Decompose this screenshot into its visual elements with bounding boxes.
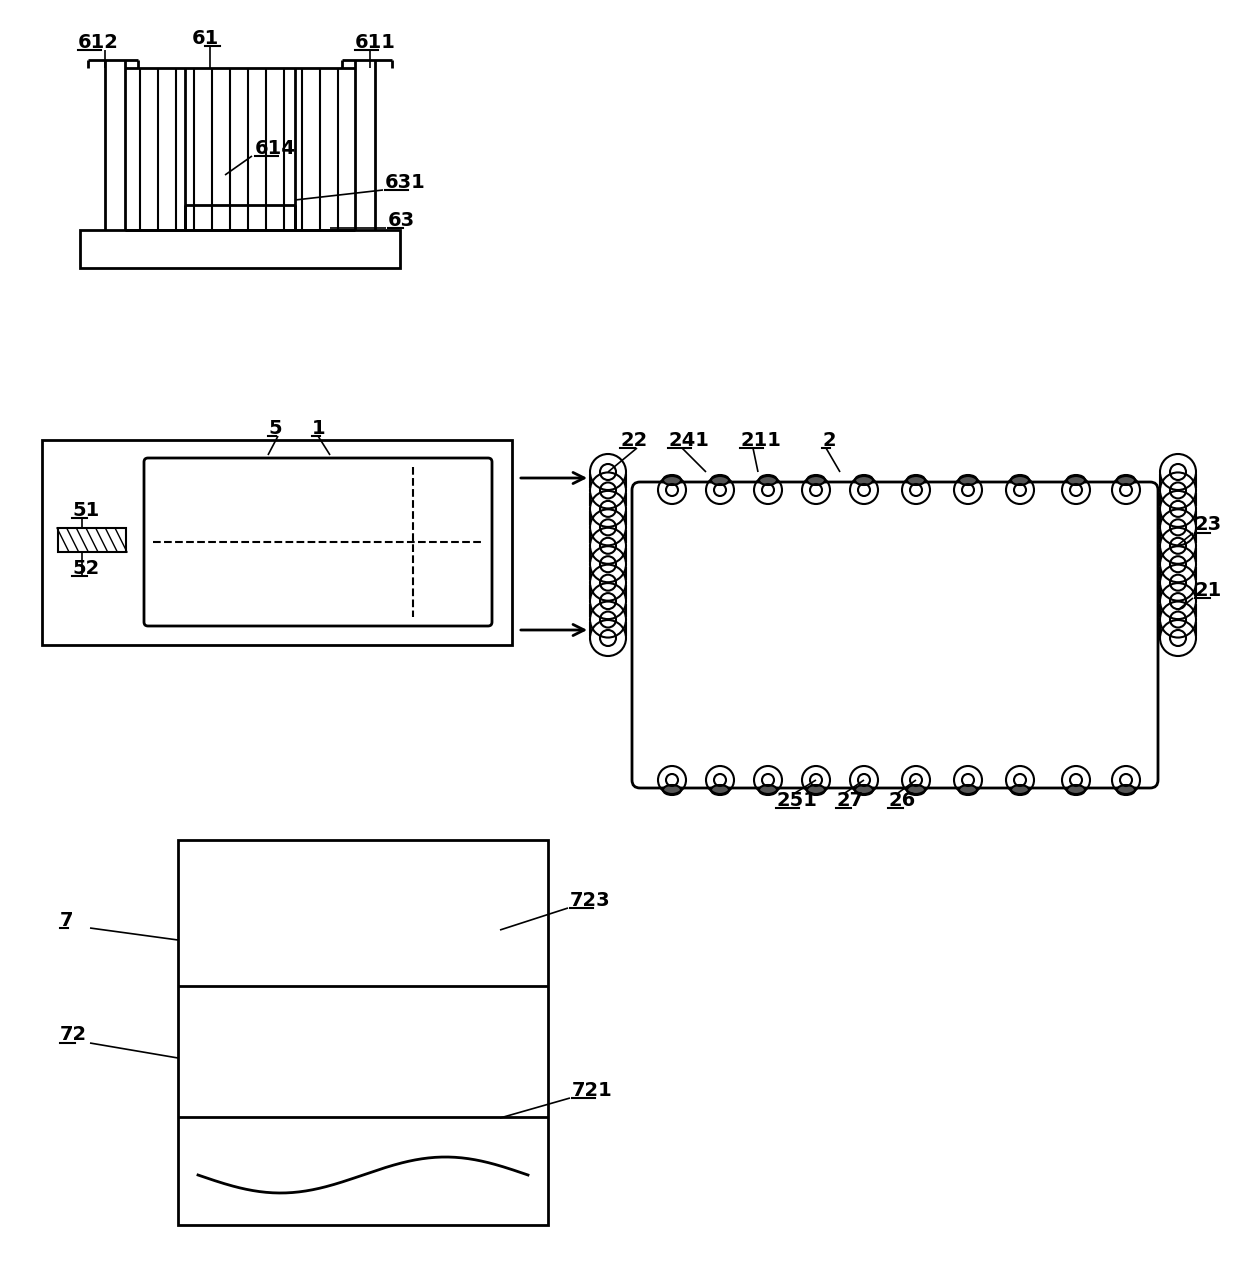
Ellipse shape — [906, 475, 925, 485]
Text: 63: 63 — [388, 210, 415, 229]
Bar — [179, 840, 548, 1225]
Text: 26: 26 — [888, 791, 915, 810]
Text: 5: 5 — [268, 418, 281, 437]
Text: 23: 23 — [1195, 516, 1223, 535]
Ellipse shape — [856, 786, 873, 794]
Ellipse shape — [1011, 475, 1029, 485]
Bar — [42, 440, 512, 645]
Text: 612: 612 — [78, 33, 119, 52]
Ellipse shape — [1066, 475, 1085, 485]
Text: 721: 721 — [572, 1081, 613, 1100]
Ellipse shape — [1011, 786, 1029, 794]
Ellipse shape — [807, 786, 825, 794]
Ellipse shape — [759, 786, 777, 794]
Text: 631: 631 — [384, 172, 425, 191]
Ellipse shape — [759, 475, 777, 485]
Ellipse shape — [663, 786, 681, 794]
Text: 61: 61 — [191, 28, 218, 47]
Text: 22: 22 — [620, 431, 647, 450]
Bar — [58, 528, 126, 552]
Text: 21: 21 — [1195, 580, 1223, 599]
Ellipse shape — [711, 475, 729, 485]
Text: 1: 1 — [312, 418, 326, 437]
Ellipse shape — [807, 475, 825, 485]
Ellipse shape — [959, 786, 977, 794]
Ellipse shape — [856, 475, 873, 485]
Text: 211: 211 — [740, 431, 781, 450]
Text: 2: 2 — [822, 431, 836, 450]
Text: 27: 27 — [836, 791, 863, 810]
Ellipse shape — [1117, 786, 1135, 794]
Ellipse shape — [663, 475, 681, 485]
Text: 7: 7 — [60, 911, 73, 930]
Ellipse shape — [959, 475, 977, 485]
Ellipse shape — [1066, 786, 1085, 794]
Ellipse shape — [711, 786, 729, 794]
Text: 241: 241 — [668, 431, 709, 450]
Ellipse shape — [906, 786, 925, 794]
Bar — [81, 231, 401, 269]
Text: 51: 51 — [72, 500, 99, 519]
Text: 723: 723 — [570, 891, 610, 910]
Text: 72: 72 — [60, 1025, 87, 1044]
Text: 251: 251 — [776, 791, 817, 810]
Text: 611: 611 — [355, 33, 396, 52]
Ellipse shape — [1117, 475, 1135, 485]
Text: 52: 52 — [72, 559, 99, 578]
Text: 614: 614 — [255, 138, 296, 157]
